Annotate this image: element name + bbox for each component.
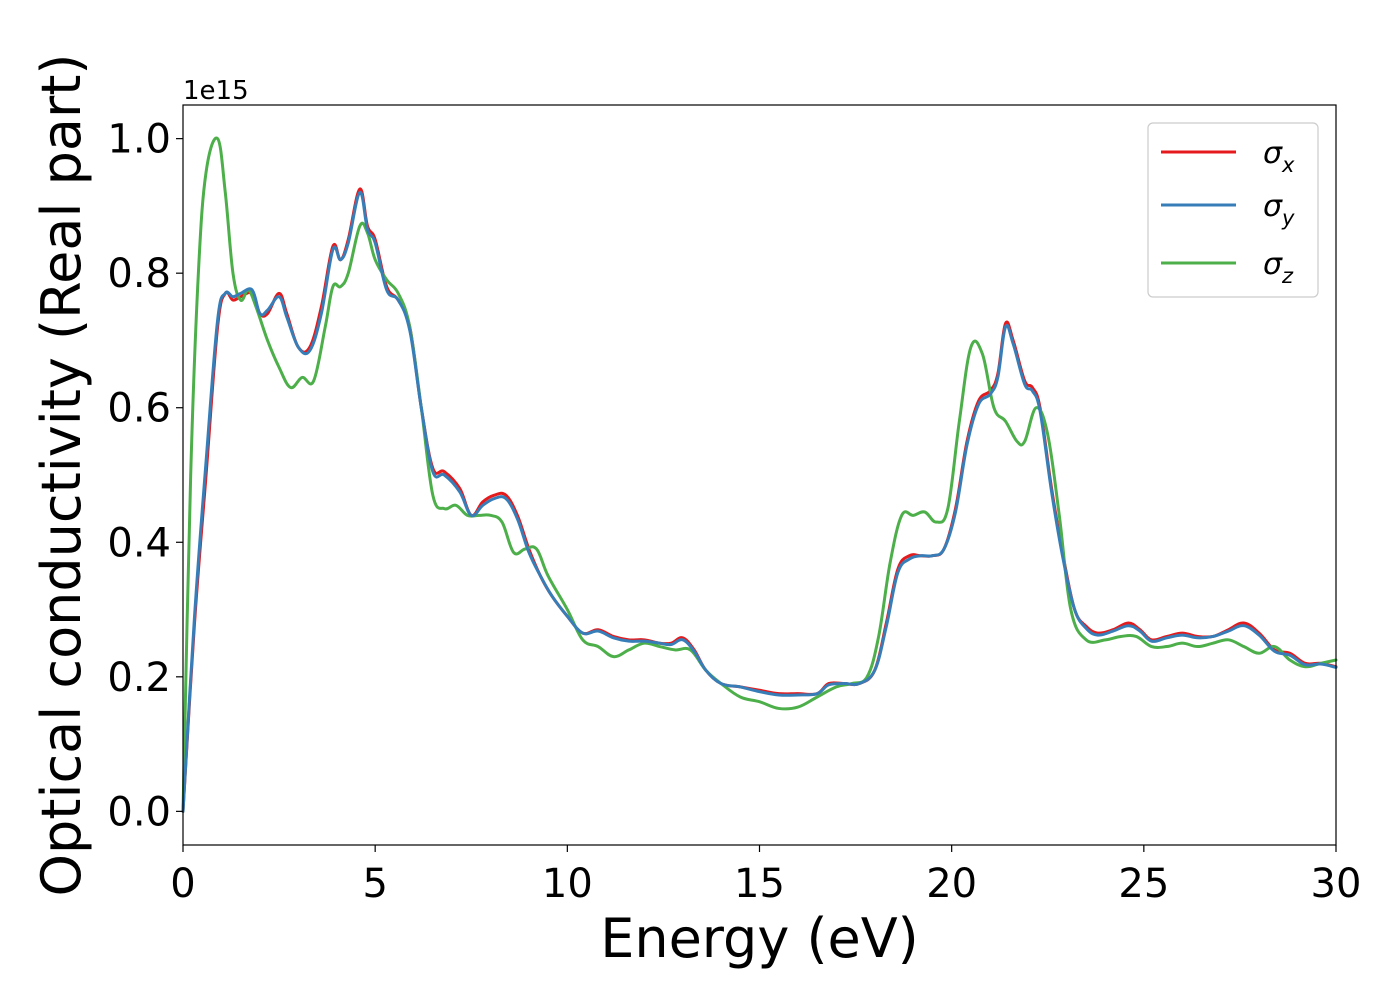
x-tick-label: 5 (362, 861, 387, 907)
series-line-sigma-y (181, 190, 1338, 813)
y-tick-label: 0.4 (107, 520, 171, 566)
x-tick-label: 30 (1311, 861, 1362, 907)
y-tick-label: 1.0 (107, 117, 171, 163)
series-layer (181, 136, 1338, 813)
x-tick-label: 0 (170, 861, 195, 907)
legend-label-sigma-x: σx (1263, 136, 1295, 177)
y-axis: 0.0 0.2 0.4 0.6 0.8 1.0 (107, 117, 183, 835)
x-tick-label: 10 (542, 861, 593, 907)
x-tick-label: 25 (1118, 861, 1169, 907)
x-tick-label: 20 (926, 861, 977, 907)
legend: σx σy σz (1147, 122, 1319, 298)
y-axis-title: Optical conductivity (Real part) (30, 54, 93, 897)
y-tick-label: 0.2 (107, 655, 171, 701)
y-tick-label: 0.0 (107, 789, 171, 835)
x-axis-title: Energy (eV) (600, 907, 919, 970)
y-tick-label: 0.8 (107, 251, 171, 297)
legend-entries: σx σy σz (1161, 136, 1295, 288)
legend-label-sigma-z: σz (1263, 247, 1294, 288)
x-axis: 0 5 10 15 20 25 30 (170, 845, 1361, 907)
legend-label-sigma-y: σy (1263, 189, 1295, 230)
legend-box (1147, 122, 1319, 298)
series-line-sigma-z (181, 136, 1338, 813)
y-tick-label: 0.6 (107, 386, 171, 432)
x-tick-label: 15 (734, 861, 785, 907)
y-offset-label: 1e15 (183, 76, 249, 106)
